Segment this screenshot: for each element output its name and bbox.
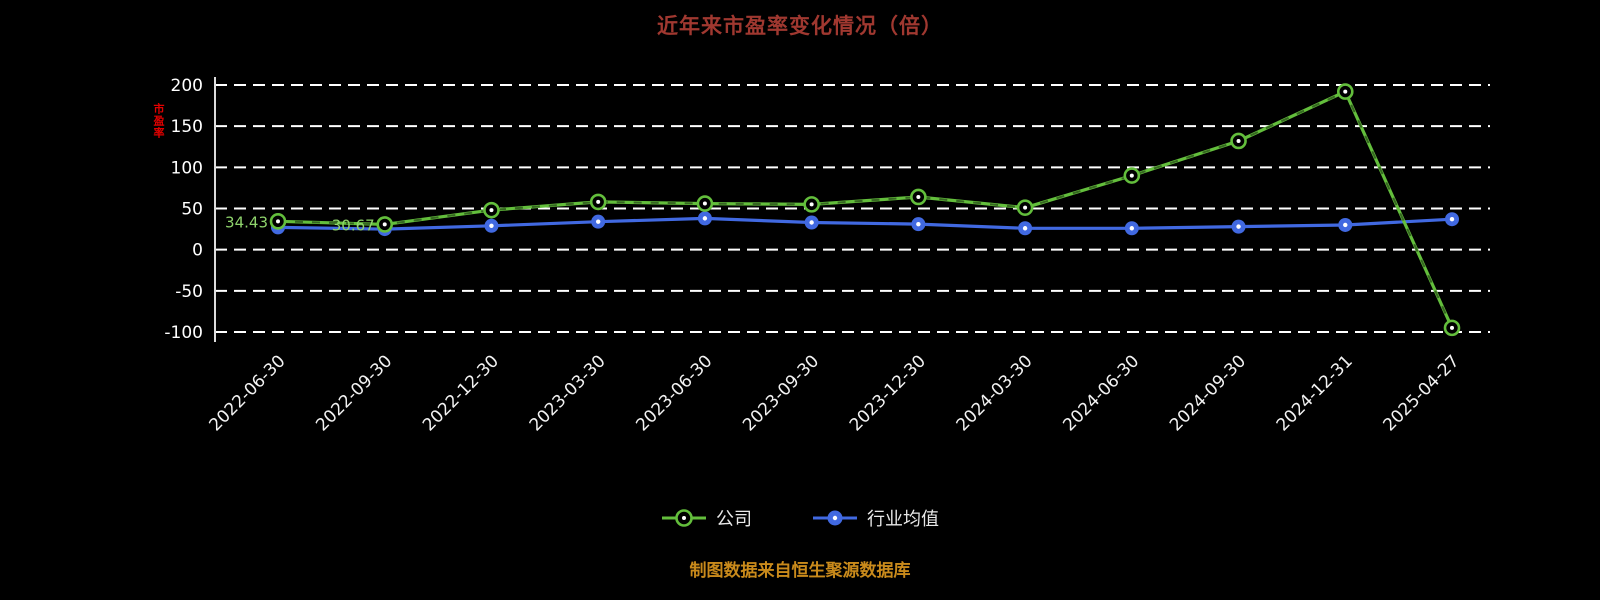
x-tick-label: 2024-06-30	[1059, 351, 1143, 435]
x-tick-label: 2023-06-30	[632, 351, 716, 435]
data-point-center-dot	[1343, 89, 1348, 94]
y-tick-label: -50	[175, 282, 203, 302]
legend-marker-dot	[832, 515, 838, 521]
x-tick-label: 2024-03-30	[953, 351, 1037, 435]
data-point-center-dot	[595, 219, 601, 224]
y-tick-label: -100	[164, 323, 203, 343]
x-tick-label: 2022-09-30	[312, 351, 396, 435]
industry-series-marker-icon	[813, 510, 857, 526]
company-series-marker-icon	[662, 509, 706, 527]
data-point-center-dot	[702, 201, 707, 206]
series-line-industry	[277, 216, 1453, 231]
data-source-note: 制图数据来自恒生聚源数据库	[689, 561, 911, 581]
data-point-center-dot	[1022, 226, 1028, 231]
y-tick-label: 200	[171, 76, 203, 96]
data-point-center-dot	[1343, 222, 1348, 228]
data-point-center-dot	[916, 221, 921, 227]
data-point-center-dot	[382, 222, 387, 227]
x-tick-label: 2025-04-27	[1380, 351, 1464, 435]
x-tick-label: 2023-12-30	[846, 351, 930, 435]
legend-label-industry-average: 行业均值	[867, 509, 939, 530]
data-point-center-dot	[1023, 205, 1028, 210]
y-tick-label: 50	[181, 200, 203, 220]
y-tick-label: 0	[192, 241, 203, 261]
chart-title: 近年来市盈率变化情况（倍）	[657, 14, 943, 38]
data-point-center-dot	[1449, 217, 1455, 222]
legend: 公司 行业均值	[0, 505, 1600, 531]
data-point-center-dot	[489, 223, 494, 228]
point-value-label: 30.67	[332, 216, 375, 234]
data-point-center-dot	[596, 199, 601, 204]
data-point-center-dot	[276, 219, 280, 224]
point-value-label: 34.43	[225, 213, 268, 231]
series-line-dash-overlay	[277, 90, 1453, 329]
data-point-center-dot	[1450, 325, 1454, 330]
x-tick-label: 2023-03-30	[526, 351, 610, 435]
legend-item-company[interactable]: 公司	[661, 505, 752, 531]
y-tick-label: 100	[171, 158, 203, 178]
data-point-center-dot	[916, 194, 921, 199]
x-tick-label: 2022-06-30	[206, 351, 290, 435]
data-point-center-dot	[1236, 224, 1241, 229]
series-line-company	[277, 90, 1454, 329]
data-point-center-dot	[1129, 173, 1134, 178]
x-tick-label: 2024-12-31	[1273, 351, 1357, 435]
x-tick-label: 2023-09-30	[739, 351, 823, 435]
data-point-center-dot	[489, 208, 494, 213]
x-tick-label: 2024-09-30	[1166, 351, 1250, 435]
data-point-center-dot	[809, 220, 814, 225]
data-point-center-dot	[1129, 226, 1135, 231]
y-tick-label: 150	[171, 117, 203, 137]
data-point-center-dot	[702, 216, 708, 221]
y-axis-title: 市盈率	[152, 103, 165, 139]
legend-item-industry-average[interactable]: 行业均值	[812, 505, 939, 531]
data-point-center-dot	[1236, 138, 1241, 143]
legend-marker-dot	[682, 516, 686, 520]
data-point-center-dot	[809, 202, 814, 207]
legend-label-company: 公司	[716, 509, 752, 530]
x-tick-label: 2022-12-30	[419, 351, 503, 435]
